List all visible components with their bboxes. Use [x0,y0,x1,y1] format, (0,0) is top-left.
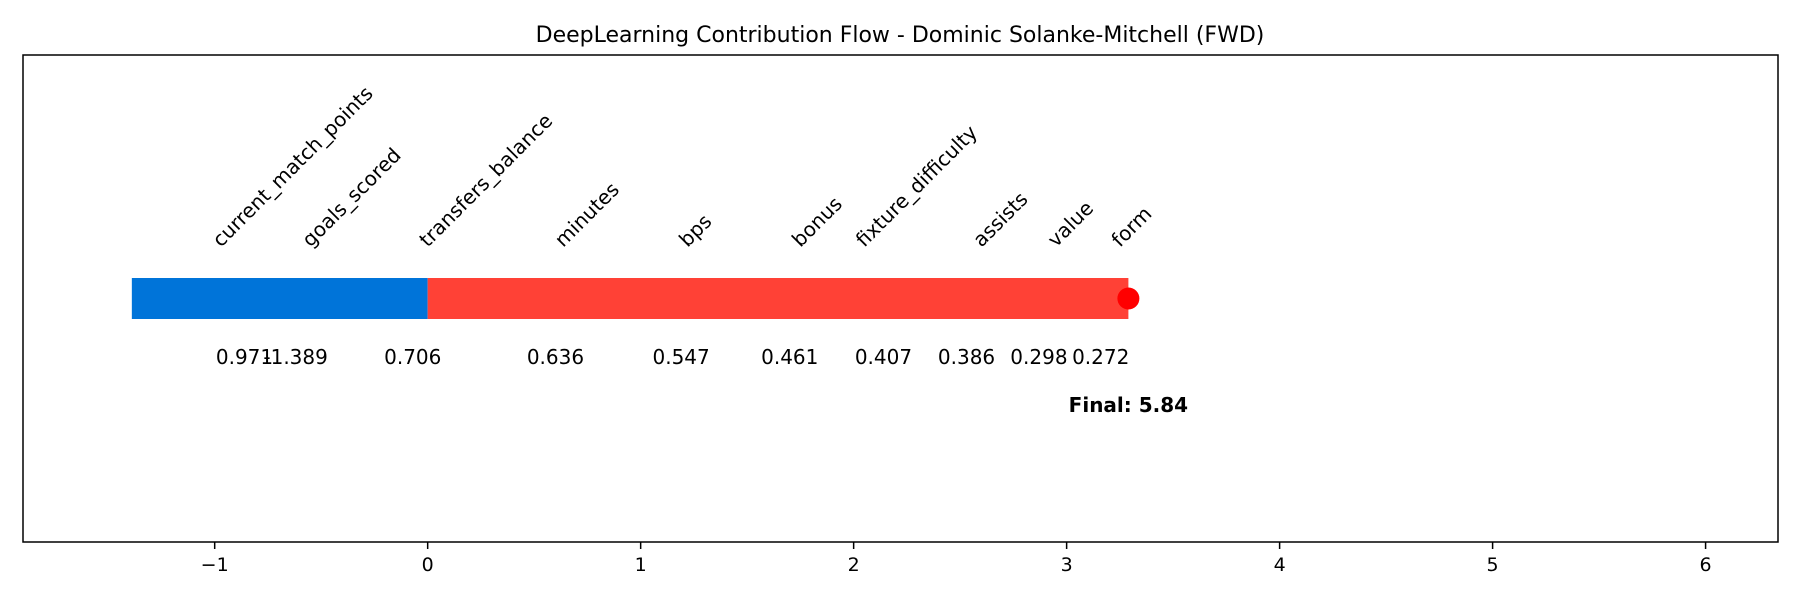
x-axis: −1 0 1 2 3 4 5 6 [201,542,1712,576]
x-tick-label-7: 6 [1700,554,1712,576]
value-label-0: 0.971 [216,345,273,369]
x-tick-label-0: −1 [201,554,229,576]
value-label-4: 0.547 [652,345,709,369]
chart-title: DeepLearning Contribution Flow - Dominic… [536,23,1265,48]
value-label-6: 0.407 [855,345,912,369]
value-label-5: 0.461 [761,345,818,369]
feature-label-2: transfers_balance [414,109,557,252]
final-marker [1117,287,1140,310]
negative-contribution-bar [131,278,428,319]
plot-frame [22,54,1779,543]
feature-label-4: bps [674,209,716,251]
final-label: Final: 5.84 [1069,393,1188,417]
feature-label-9: form [1106,202,1156,252]
feature-label-3: minutes [550,177,624,251]
value-label-7: 0.386 [938,345,995,369]
x-tick-label-6: 5 [1487,554,1499,576]
positive-contribution-bar [427,278,1129,319]
feature-label-7: assists [968,187,1033,252]
x-tick-label-3: 2 [848,554,860,576]
value-labels: 0.971-1.389 0.706 0.636 0.547 0.461 0.407 0.38… [216,345,1129,369]
x-tick-label-1: 0 [422,554,434,576]
value-label-2: 0.706 [384,345,441,369]
contribution-bars [131,278,1129,319]
feature-label-5: bonus [787,192,847,252]
x-tick-label-2: 1 [635,554,647,576]
value-label-9: 0.272 [1072,345,1129,369]
value-label-3: 0.636 [527,345,584,369]
final-marker-group: Final: 5.84 [1069,287,1188,417]
feature-label-6: fixture_difficulty [851,120,982,251]
feature-label-8: value [1043,196,1099,252]
feature-label-0: current_match_points [207,81,377,251]
value-label-1: -1.389 [263,345,327,369]
x-tick-label-5: 4 [1274,554,1286,576]
value-label-8: 0.298 [1010,345,1067,369]
x-tick-label-4: 3 [1061,554,1073,576]
